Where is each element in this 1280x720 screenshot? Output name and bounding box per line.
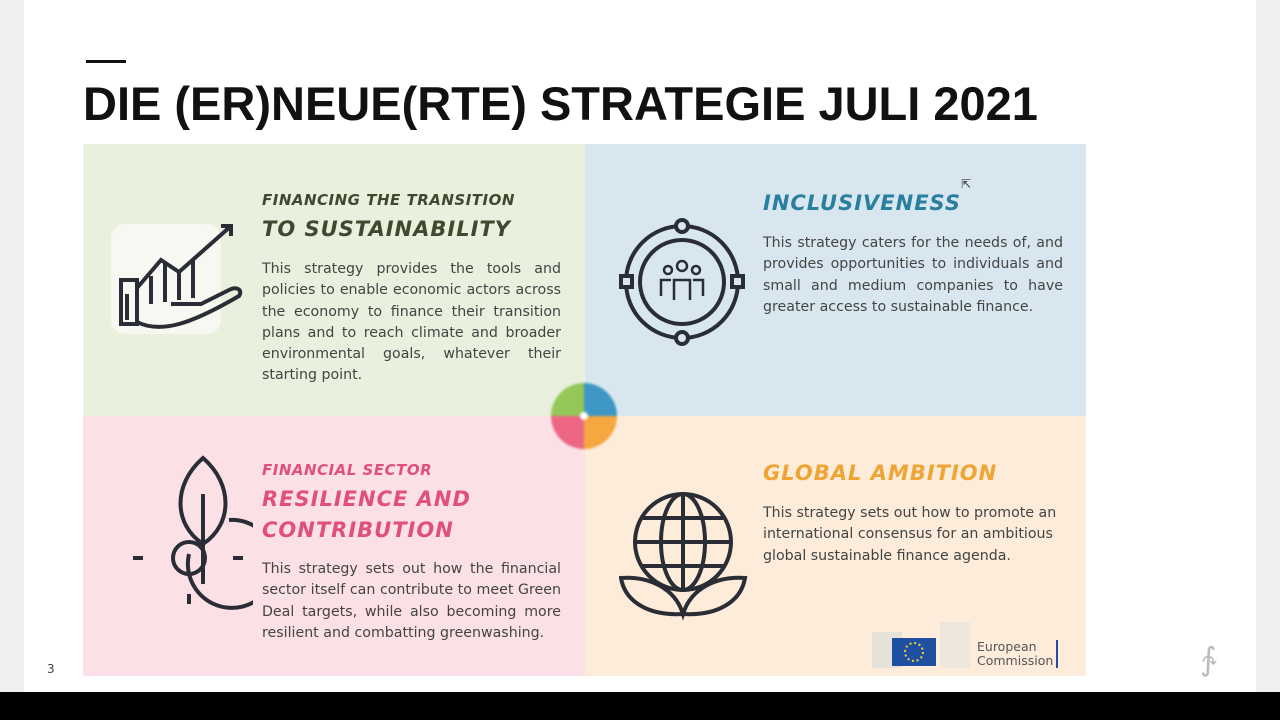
footer-logo-icon: ∱ [1200,640,1217,678]
globe-leaves-icon [619,492,748,621]
panel-body: This strategy sets out how to promote an… [763,505,1057,564]
hand-growth-chart-icon [111,224,243,334]
bottom-bar [0,692,1280,720]
panel-heading: TO SUSTAINABILITY [262,217,511,241]
mouse-cursor-icon: ⇱ [961,177,972,191]
panel-heading: GLOBAL AMBITION [763,461,998,485]
panel-subtitle: FINANCING THE TRANSITION [262,191,515,209]
logo-divider [1056,640,1058,668]
panel-financing-transition: FINANCING THE TRANSITION TO SUSTAINABILI… [83,144,585,416]
panel-subtitle: FINANCIAL SECTOR [262,461,433,479]
page-number: 3 [47,662,55,676]
panel-body: This strategy provides the tools and pol… [262,261,561,384]
panel-resilience: FINANCIAL SECTOR RESILIENCE AND CONTRIBU… [83,416,585,676]
gear-leaf-icon [133,455,253,610]
panel-inclusiveness: INCLUSIVENESS This strategy caters for t… [585,144,1086,416]
panel-heading: INCLUSIVENESS [763,191,962,215]
slide-title: DIE (ER)NEUE(RTE) STRATEGIE JULI 2021 [83,77,1038,130]
panel-global-ambition: GLOBAL AMBITION This strategy sets out h… [585,416,1086,676]
panel-heading: RESILIENCE AND CONTRIBUTION [262,487,471,542]
european-commission-logo [872,622,970,668]
people-circle-icon [619,218,745,346]
title-accent-line [86,60,126,63]
european-commission-text: European Commission [977,639,1054,668]
panel-body: This strategy sets out how the financial… [262,561,561,641]
panel-body: This strategy caters for the needs of, a… [763,235,1063,315]
color-wheel-center [551,383,617,449]
